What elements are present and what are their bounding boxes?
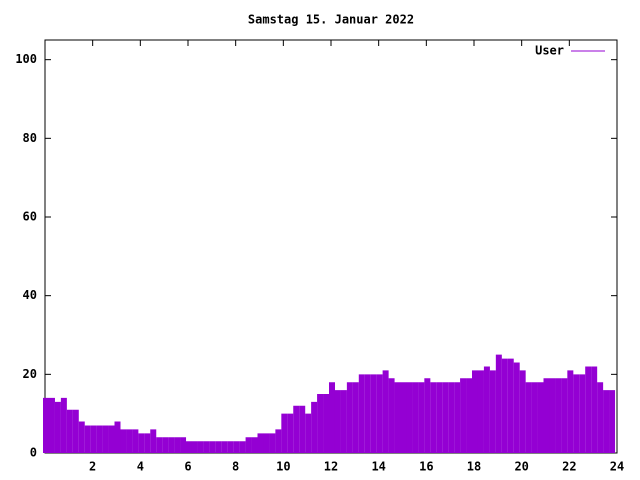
x-tick-label: 4 — [137, 460, 144, 474]
x-tick-label: 6 — [184, 460, 191, 474]
x-tick-label: 8 — [232, 460, 239, 474]
y-tick-label: 60 — [23, 210, 37, 224]
x-tick-label: 2 — [89, 460, 96, 474]
x-tick-label: 20 — [514, 460, 528, 474]
y-tick-label: 40 — [23, 288, 37, 302]
x-tick-label: 12 — [324, 460, 338, 474]
y-tick-label: 0 — [30, 446, 37, 460]
chart-title: Samstag 15. Januar 2022 — [248, 13, 414, 27]
x-tick-label: 24 — [610, 460, 624, 474]
legend-label: User — [535, 44, 564, 58]
y-tick-label: 20 — [23, 367, 37, 381]
x-tick-label: 14 — [371, 460, 385, 474]
x-tick-label: 18 — [467, 460, 481, 474]
y-tick-label: 80 — [23, 131, 37, 145]
x-tick-label: 10 — [276, 460, 290, 474]
y-tick-label: 100 — [15, 52, 37, 66]
x-tick-label: 22 — [562, 460, 576, 474]
x-tick-label: 16 — [419, 460, 433, 474]
